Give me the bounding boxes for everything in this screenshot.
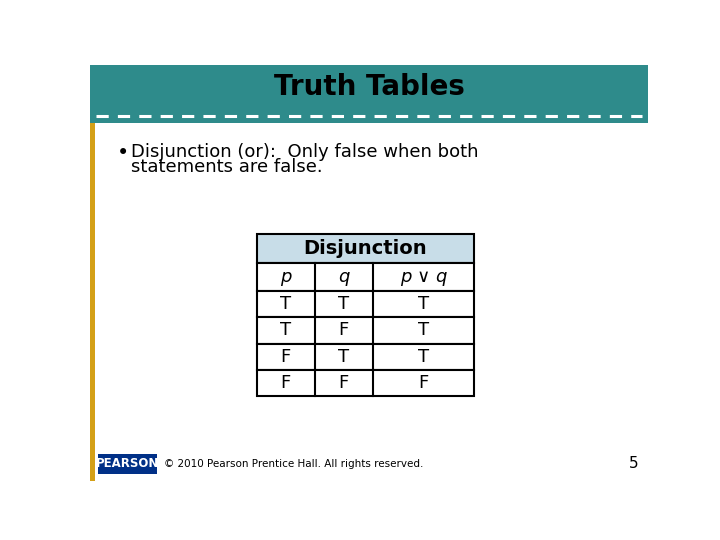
Text: p: p [280,268,292,286]
Bar [256,291,474,318]
Text: •: • [117,143,130,163]
Text: F: F [281,374,291,392]
Text: F: F [418,374,428,392]
Bar [90,110,648,123]
Text: Disjunction (or):  Only false when both: Disjunction (or): Only false when both [131,143,479,160]
Text: statements are false.: statements are false. [131,158,323,176]
Text: Disjunction: Disjunction [303,239,427,258]
Text: F: F [338,374,349,392]
Bar [256,343,474,370]
Text: © 2010 Pearson Prentice Hall. All rights reserved.: © 2010 Pearson Prentice Hall. All rights… [164,458,424,469]
Bar [256,370,474,396]
Text: F: F [338,321,349,340]
Text: T: T [418,295,429,313]
Text: T: T [418,321,429,340]
Text: T: T [418,348,429,366]
Text: 5: 5 [629,456,639,471]
Bar [90,123,94,481]
Text: T: T [338,348,349,366]
Text: T: T [338,295,349,313]
Text: Truth Tables: Truth Tables [274,73,464,101]
Text: q: q [338,268,349,286]
Text: F: F [281,348,291,366]
Bar [256,318,474,343]
Bar [90,65,648,110]
Text: p ∨ q: p ∨ q [400,268,447,286]
Bar [256,264,474,291]
Text: PEARSON: PEARSON [96,457,159,470]
Bar [98,454,157,474]
Text: T: T [280,321,292,340]
Bar [256,234,474,264]
Text: T: T [280,295,292,313]
